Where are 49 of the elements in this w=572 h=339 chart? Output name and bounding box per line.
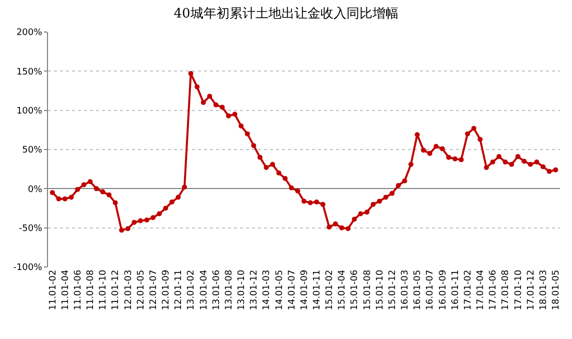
x-tick-label: 13.01-04: [199, 270, 210, 310]
chart-title: 40城年初累计土地出让金收入同比增幅: [174, 6, 398, 22]
x-tick-label: 14.01-09: [300, 270, 310, 310]
y-tick-label: 150%: [16, 67, 43, 78]
x-tick-label: 17.01-10: [514, 270, 524, 310]
y-tick-label: -50%: [18, 224, 43, 234]
x-tick-label: 15.01-06: [350, 270, 360, 310]
x-tick-label: 15.01-12: [388, 270, 398, 310]
x-tick-label: 12.01-11: [174, 270, 184, 310]
y-tick-label: 200%: [16, 28, 43, 38]
x-tick-label: 13.01-12: [250, 270, 260, 310]
x-tick-label: 15.01-04: [338, 270, 348, 310]
y-tick-label: 50%: [22, 146, 43, 156]
x-tick-label: 12.01-07: [148, 270, 159, 310]
x-tick-label: 14.01-03: [262, 270, 272, 310]
x-tick-label: 14.01-07: [287, 270, 298, 310]
x-tick-label: 12.01-05: [136, 270, 146, 310]
x-tick-label: 16.01-05: [413, 270, 424, 310]
x-tick-label: 18.01-05: [552, 270, 562, 310]
x-tick-label: 13.01-08: [224, 270, 234, 310]
x-tick-label: 15.01-10: [375, 270, 386, 310]
x-tick-label: 17.01-12: [526, 270, 536, 310]
x-tick-label: 11.01-04: [60, 270, 71, 310]
y-tick-label: -100%: [13, 263, 43, 274]
x-tick-label: 11.01-06: [73, 270, 84, 310]
x-tick-label: 14.01-05: [274, 270, 285, 310]
x-tick-label: 11.01-10: [98, 270, 109, 310]
x-tick-label: 18.01-03: [538, 270, 549, 310]
x-tick-label: 11.01-08: [86, 270, 96, 310]
x-tick-label: 16.01-11: [450, 270, 461, 310]
x-tick-label: 17.01-02: [463, 270, 474, 310]
x-tick-label: 13.01-06: [212, 270, 222, 310]
x-tick-label: 17.01-08: [501, 270, 512, 310]
y-tick-label: 0%: [28, 184, 43, 195]
x-tick-label: 15.01-02: [325, 270, 336, 310]
x-tick-label: 14.01-11: [312, 270, 323, 310]
x-tick-label: 12.01-03: [124, 270, 134, 310]
x-tick-label: 12.01-09: [162, 270, 172, 310]
x-tick-label: 16.01-07: [426, 270, 436, 310]
x-tick-label: 16.01-03: [400, 270, 411, 310]
x-tick-label: 11.01-12: [111, 270, 122, 310]
x-tick-label: 15.01-08: [362, 270, 373, 310]
y-tick-label: 100%: [16, 106, 43, 116]
x-tick-label: 17.01-04: [476, 270, 486, 310]
x-tick-label: 13.01-10: [237, 270, 248, 310]
x-tick-label: 11.01-02: [48, 270, 58, 310]
x-tick-label: 16.01-09: [438, 270, 448, 310]
x-tick-label: 17.01-06: [488, 270, 499, 310]
x-tick-label: 13.01-02: [186, 270, 197, 310]
